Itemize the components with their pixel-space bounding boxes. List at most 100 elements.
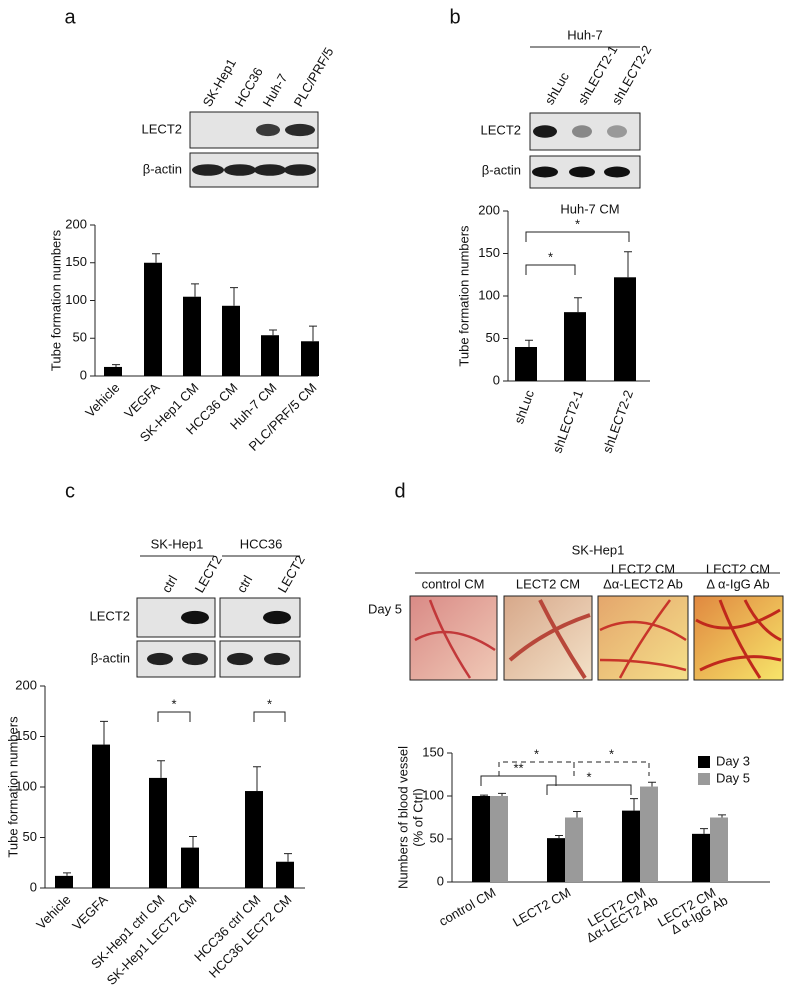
y-tick-label: 100 <box>15 778 37 793</box>
y-axis-label: Tube formation numbers <box>5 716 20 858</box>
y-tick-label: 100 <box>65 292 87 307</box>
bar <box>565 817 583 882</box>
blot-band <box>572 125 592 138</box>
blot-band <box>569 166 595 178</box>
x-tick-label: shLuc <box>511 388 537 426</box>
legend-label: Day 3 <box>716 753 750 768</box>
bar <box>564 312 586 381</box>
significance-label: * <box>267 696 272 711</box>
y-tick-label: 150 <box>15 728 37 743</box>
vessel <box>695 599 782 679</box>
image-label: Δα-LECT2 Ab <box>603 576 683 591</box>
error-bar <box>309 325 317 342</box>
bar <box>622 810 640 882</box>
y-tick-label: 50 <box>23 829 37 844</box>
y-axis-label: Numbers of blood vessel <box>395 746 410 889</box>
images <box>409 595 784 681</box>
blot-band <box>227 652 253 666</box>
error-bar <box>573 810 581 818</box>
bar <box>515 347 537 381</box>
bar <box>181 847 199 888</box>
error-bar <box>269 329 277 336</box>
y-tick-label: 100 <box>478 287 500 302</box>
blot-band <box>224 164 256 176</box>
row-label: β-actin <box>143 161 182 176</box>
blot-band <box>264 652 290 666</box>
significance-bracket <box>573 761 650 776</box>
bar <box>614 277 636 381</box>
bar <box>547 838 565 882</box>
x-tick-label: VEGFA <box>69 892 110 933</box>
row-label: Day 5 <box>368 601 402 616</box>
error-bar <box>191 283 199 297</box>
blot-band <box>285 123 315 137</box>
y-tick-label: 150 <box>65 254 87 269</box>
significance-bracket <box>253 711 286 722</box>
error-bar <box>253 766 261 792</box>
error-bar <box>498 792 506 796</box>
significance-label: * <box>575 216 580 231</box>
x-tick-label: LECT2 CM <box>510 885 573 930</box>
blot-band <box>192 164 224 176</box>
y-tick-label: 150 <box>422 744 444 759</box>
group-label: HCC36 <box>240 536 283 551</box>
error-bar <box>480 794 488 796</box>
panel-label: c <box>65 480 75 502</box>
blot-band <box>181 610 209 625</box>
group-label: SK-Hep1 <box>572 542 625 557</box>
lane-label: Huh-7 <box>260 71 291 109</box>
bar <box>245 791 263 888</box>
y-tick-label: 0 <box>80 367 87 382</box>
panel-label: d <box>394 480 405 502</box>
vessel <box>599 599 687 679</box>
image <box>409 595 498 681</box>
image-label: control CM <box>422 576 485 591</box>
x-tick-label: shLECT2-1 <box>549 388 586 455</box>
bar <box>104 366 122 376</box>
y-tick-label: 50 <box>486 330 500 345</box>
error-bar <box>152 253 160 263</box>
bar <box>692 833 710 882</box>
error-bar <box>574 297 582 313</box>
error-bar <box>100 720 108 745</box>
group-label: SK-Hep1 <box>151 536 204 551</box>
x-tick-label: Vehicle <box>82 380 122 420</box>
y-axis-label: Tube formation numbers <box>456 225 471 367</box>
error-bar <box>624 251 632 278</box>
significance-label: * <box>609 746 614 761</box>
legend-swatch <box>698 756 710 768</box>
group-label: Huh-7 <box>567 27 602 42</box>
y-tick-label: 200 <box>478 202 500 217</box>
y-tick-label: 50 <box>73 330 87 345</box>
lane-label: ctrl <box>159 573 181 596</box>
significance-bracket <box>546 784 632 795</box>
image-label: LECT2 CM <box>516 576 580 591</box>
lane-label: LECT2 <box>192 553 225 596</box>
bar <box>261 335 279 376</box>
vessel <box>508 599 591 680</box>
error-bar <box>630 798 638 811</box>
x-tick-label: control CM <box>436 885 498 929</box>
legend-swatch <box>698 773 710 785</box>
y-tick-label: 0 <box>493 372 500 387</box>
blot-band <box>532 166 558 178</box>
error-bar <box>63 872 71 876</box>
panel-label: a <box>64 6 76 28</box>
y-tick-label: 200 <box>15 677 37 692</box>
y-tick-label: 100 <box>422 787 444 802</box>
error-bar <box>700 828 708 834</box>
y-axis-label: Tube formation numbers <box>48 229 63 371</box>
y-tick-label: 50 <box>430 830 444 845</box>
row-label: LECT2 <box>481 122 521 137</box>
bar <box>222 305 240 376</box>
row-label: β-actin <box>482 162 521 177</box>
row-label: β-actin <box>91 650 130 665</box>
significance-label: * <box>534 746 539 761</box>
significance-label: * <box>548 249 553 264</box>
significance-bracket <box>525 231 630 242</box>
bar <box>144 262 162 376</box>
image-label: LECT2 CM <box>611 561 675 576</box>
bar <box>472 796 490 882</box>
significance-label: * <box>586 769 591 784</box>
error-bar <box>718 814 726 818</box>
